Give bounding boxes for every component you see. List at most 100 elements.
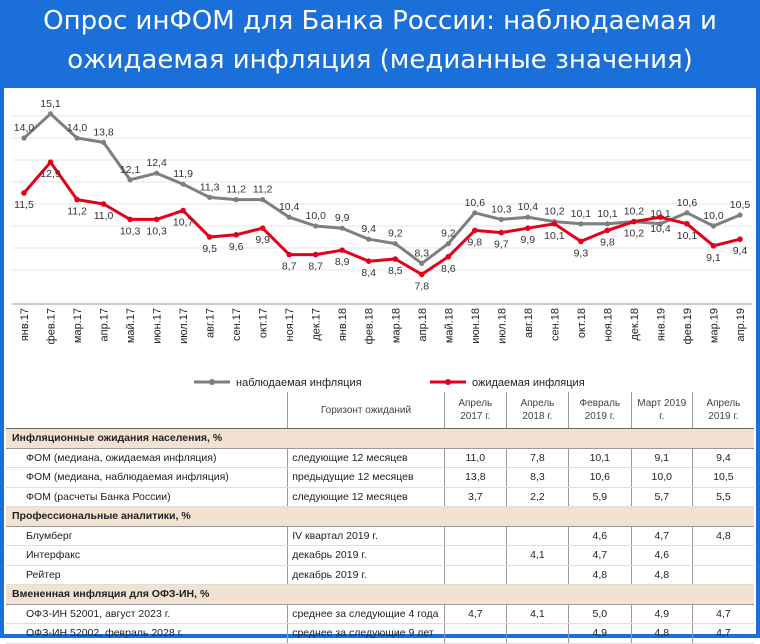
data-point bbox=[472, 210, 478, 216]
data-label: 8,7 bbox=[282, 261, 297, 273]
data-label: 9,9 bbox=[335, 212, 350, 224]
x-tick-label: июн.17 bbox=[152, 308, 164, 344]
data-label: 15,1 bbox=[40, 98, 61, 110]
row-value: 3,7 bbox=[443, 487, 507, 507]
data-point bbox=[551, 221, 558, 227]
x-tick-label: сен.17 bbox=[231, 308, 243, 341]
data-point bbox=[21, 135, 27, 141]
data-label: 9,4 bbox=[361, 223, 376, 235]
row-value: 4,9 bbox=[567, 623, 632, 644]
data-label: 10,1 bbox=[597, 208, 618, 220]
table-header-cell: Апрель 2018 г. bbox=[505, 392, 569, 429]
row-value bbox=[443, 565, 507, 585]
data-point bbox=[498, 229, 505, 236]
data-label: 13,8 bbox=[93, 126, 114, 138]
row-value: 4,6 bbox=[630, 545, 693, 566]
data-point bbox=[180, 181, 186, 187]
data-point bbox=[631, 218, 637, 225]
table-section-row: Профессиональные аналитики, % bbox=[6, 506, 754, 527]
row-value: 4,8 bbox=[567, 565, 632, 585]
x-tick-label: апр.18 bbox=[417, 308, 429, 341]
table-header-cell bbox=[6, 392, 288, 429]
legend-label-observed: наблюдаемая инфляция bbox=[236, 377, 362, 389]
data-point bbox=[710, 223, 717, 229]
table-section-title: Инфляционные ожидания населения, % bbox=[6, 428, 754, 449]
table-header-cell: Апрель 2017 г. bbox=[443, 392, 507, 429]
row-value: 4,7 bbox=[691, 623, 754, 644]
row-value: 4,6 bbox=[567, 526, 632, 546]
data-label: 11,3 bbox=[200, 181, 220, 193]
table-body: Инфляционные ожидания населения, % ФОМ (м… bbox=[6, 428, 754, 644]
x-tick-label: фев.18 bbox=[364, 308, 376, 344]
legend-marker-observed bbox=[209, 379, 215, 385]
data-point bbox=[472, 227, 478, 234]
data-label: 9,2 bbox=[388, 228, 403, 240]
series-line-observed bbox=[22, 112, 741, 265]
x-tick-label: мар.18 bbox=[390, 308, 402, 343]
table-header-row: Горизонт ожиданий Апрель 2017 г. Апрель … bbox=[6, 392, 754, 429]
data-label: 10,6 bbox=[465, 197, 486, 209]
row-value: 13,8 bbox=[443, 467, 507, 488]
data-point bbox=[339, 225, 345, 231]
x-tick-label: дек.17 bbox=[311, 308, 323, 341]
row-value bbox=[691, 545, 754, 566]
table-row: Интерфакс декабрь 2019 г. 4,1 4,7 4,6 bbox=[6, 545, 754, 566]
page-title: Опрос инФОМ для Банка России: наблюдаема… bbox=[43, 6, 717, 75]
x-tick-label: ноя.18 bbox=[602, 308, 614, 341]
data-point bbox=[259, 225, 266, 231]
data-point bbox=[127, 177, 133, 183]
row-value: 4,1 bbox=[505, 604, 569, 624]
row-name: ФОМ (медиана, ожидаемая инфляция) bbox=[6, 448, 288, 468]
data-label: 8,6 bbox=[441, 263, 456, 275]
data-label: 10,6 bbox=[677, 197, 698, 209]
table-header-cell: Февраль 2019 г. bbox=[567, 392, 632, 429]
x-tick-label: дек.18 bbox=[629, 308, 641, 341]
data-point bbox=[525, 225, 531, 231]
data-point bbox=[127, 216, 133, 223]
table-header-cell: Горизонт ожиданий bbox=[287, 392, 445, 429]
data-label: 9,5 bbox=[202, 243, 217, 255]
row-horizon: декабрь 2019 г. bbox=[287, 565, 445, 585]
x-tick-label: фев.17 bbox=[46, 308, 58, 344]
data-point bbox=[207, 194, 213, 200]
row-value: 5,7 bbox=[630, 487, 693, 507]
data-label: 11,2 bbox=[226, 184, 246, 196]
data-label: 9,8 bbox=[600, 236, 615, 248]
data-point bbox=[260, 197, 266, 203]
data-label: 10,1 bbox=[571, 208, 592, 220]
row-horizon: предыдущие 12 месяцев bbox=[287, 467, 445, 488]
row-value: 11,0 bbox=[443, 448, 507, 468]
x-tick-label: май.17 bbox=[125, 308, 137, 343]
row-value: 4,7 bbox=[567, 545, 632, 566]
row-value: 5,5 bbox=[691, 487, 754, 507]
row-value bbox=[443, 526, 507, 546]
data-point bbox=[604, 221, 611, 227]
row-value bbox=[443, 545, 507, 566]
row-value bbox=[691, 565, 754, 585]
x-tick-label: мар.17 bbox=[72, 308, 84, 343]
row-horizon: следующие 12 месяцев bbox=[287, 487, 445, 507]
row-value: 4,7 bbox=[630, 526, 693, 546]
row-value: 4,8 bbox=[630, 623, 693, 644]
row-value: 10,1 bbox=[567, 448, 632, 468]
table-row: ФОМ (медиана, ожидаемая инфляция) следующ… bbox=[6, 448, 754, 468]
data-label: 8,7 bbox=[308, 261, 323, 273]
data-point bbox=[21, 190, 27, 196]
x-tick-label: апр.17 bbox=[99, 308, 111, 341]
row-name: Рейтер bbox=[6, 565, 288, 585]
data-label: 12,4 bbox=[146, 157, 167, 169]
data-label: 9,4 bbox=[733, 245, 748, 257]
row-name: Интерфакс bbox=[6, 545, 288, 566]
data-point bbox=[737, 212, 743, 218]
row-value: 7,8 bbox=[505, 448, 569, 468]
x-tick-label: июл.18 bbox=[496, 308, 508, 344]
table-section-title: Профессиональные аналитики, % bbox=[6, 506, 754, 527]
series-line-expected bbox=[22, 160, 741, 276]
data-point bbox=[684, 221, 690, 227]
data-label: 10,2 bbox=[624, 206, 645, 218]
x-tick-label: окт.17 bbox=[258, 308, 270, 338]
data-point bbox=[206, 234, 213, 240]
data-label: 9,8 bbox=[468, 236, 483, 248]
data-label: 10,1 bbox=[677, 230, 698, 242]
row-value: 8,3 bbox=[505, 467, 569, 488]
